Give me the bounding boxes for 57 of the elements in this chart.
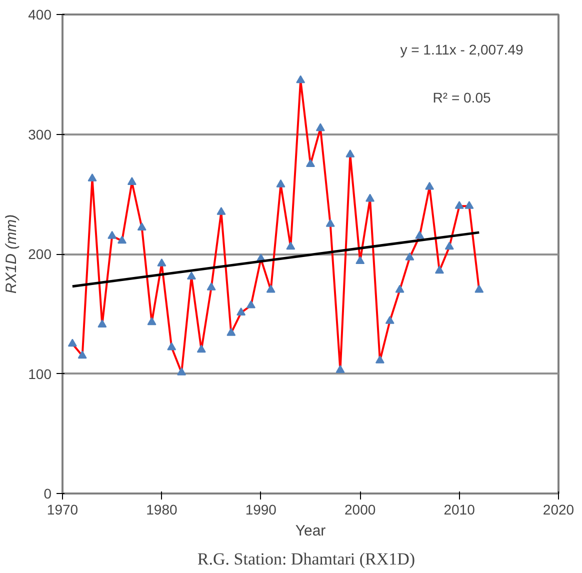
x-tick-label: 1970 bbox=[46, 502, 78, 518]
point bbox=[98, 320, 107, 328]
point bbox=[444, 242, 454, 250]
y-tick-label: 0 bbox=[44, 486, 52, 502]
point bbox=[226, 328, 236, 336]
x-tick-label: 2000 bbox=[344, 502, 376, 518]
point bbox=[326, 218, 335, 227]
y-tick-label: 200 bbox=[28, 246, 52, 262]
annotation: R² = 0.05 bbox=[432, 90, 491, 106]
point bbox=[108, 230, 117, 239]
text: R.G. Station: Dhamtari (RX1D) bbox=[197, 550, 416, 568]
point bbox=[336, 365, 345, 373]
point bbox=[316, 123, 325, 132]
point bbox=[196, 344, 206, 353]
point bbox=[415, 230, 424, 239]
point bbox=[137, 222, 146, 230]
x-tick-label: 2010 bbox=[444, 502, 476, 518]
y-tick-label: 100 bbox=[28, 366, 52, 382]
point bbox=[68, 338, 77, 347]
x-tick-label: 2020 bbox=[542, 502, 574, 518]
point bbox=[405, 252, 414, 260]
point bbox=[177, 367, 186, 376]
point bbox=[395, 284, 404, 293]
point bbox=[286, 242, 296, 250]
point bbox=[167, 342, 176, 350]
annotation: y = 1.11x - 2,007.49 bbox=[400, 42, 524, 58]
point bbox=[147, 317, 156, 326]
point bbox=[157, 258, 166, 266]
point bbox=[266, 284, 276, 293]
y-tick-label: 300 bbox=[28, 126, 52, 142]
point bbox=[464, 200, 474, 209]
point bbox=[216, 206, 226, 215]
point bbox=[346, 149, 355, 158]
point bbox=[246, 300, 256, 308]
x-axis-title: Year bbox=[295, 522, 326, 540]
point bbox=[88, 173, 97, 182]
y-axis-title: RX1D (mm) bbox=[3, 214, 20, 294]
point bbox=[118, 236, 127, 244]
point bbox=[78, 350, 87, 359]
point bbox=[454, 200, 464, 209]
x-tick-label: 1990 bbox=[245, 502, 277, 518]
point bbox=[186, 272, 196, 280]
point bbox=[375, 355, 384, 364]
point bbox=[474, 284, 484, 293]
point bbox=[127, 177, 136, 185]
point bbox=[276, 179, 286, 188]
point bbox=[306, 159, 315, 167]
point bbox=[385, 316, 394, 324]
y-tick-label: 400 bbox=[28, 6, 52, 22]
point bbox=[296, 75, 306, 84]
point bbox=[356, 256, 365, 264]
point bbox=[236, 308, 246, 316]
point bbox=[366, 194, 375, 202]
point bbox=[206, 282, 216, 290]
point bbox=[434, 266, 444, 274]
point bbox=[425, 182, 434, 190]
x-tick-label: 1980 bbox=[146, 502, 178, 518]
